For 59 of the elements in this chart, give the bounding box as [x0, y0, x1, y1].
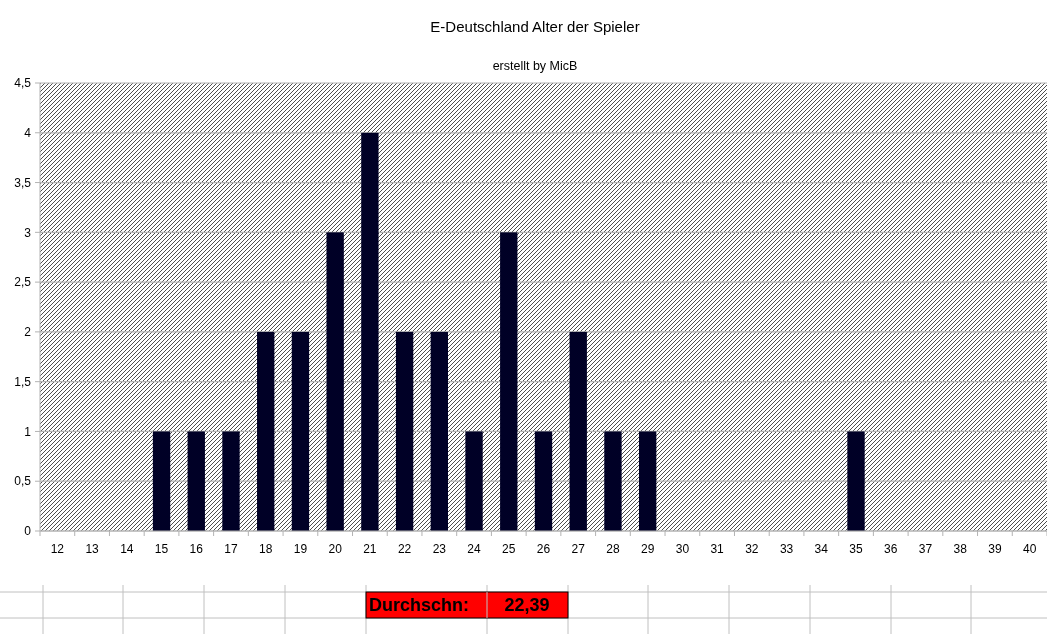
bar: [187, 431, 205, 531]
chart-subtitle: erstellt by MicB: [492, 59, 578, 73]
x-tick-label: 32: [745, 542, 759, 557]
y-tick-label: 0,5: [14, 474, 32, 489]
x-tick-label: 25: [502, 542, 516, 557]
x-tick-label: 35: [849, 542, 864, 557]
x-tick-label: 20: [328, 542, 343, 557]
x-tick-label: 30: [675, 542, 690, 557]
x-tick-label: 17: [224, 542, 238, 557]
y-tick-label: 4,5: [14, 76, 32, 91]
bar: [326, 232, 344, 531]
x-tick-label: 27: [571, 542, 586, 557]
bar: [291, 331, 310, 531]
bar: [361, 132, 379, 531]
x-tick-label: 29: [640, 542, 655, 557]
x-tick-label: 39: [988, 542, 1002, 557]
text: 22,39: [504, 595, 550, 616]
x-tick-label: 23: [432, 542, 447, 557]
y-tick-label: 3,5: [14, 175, 32, 190]
x-tick-label: 24: [467, 542, 482, 557]
bar: [500, 232, 518, 531]
text: Durchschn:: [369, 595, 470, 616]
y-tick-label: 1: [24, 424, 32, 439]
bar: [604, 431, 622, 531]
y-tick-label: 2,5: [14, 275, 32, 290]
chart-title: E-Deutschland Alter der Spieler: [430, 18, 640, 35]
bar: [222, 431, 240, 531]
bar: [847, 431, 865, 531]
x-tick-label: 22: [397, 542, 412, 557]
bar: [638, 431, 657, 531]
x-tick-label: 15: [154, 542, 169, 557]
bar: [534, 431, 553, 531]
x-tick-label: 16: [189, 542, 204, 557]
x-tick-label: 38: [953, 542, 968, 557]
x-tick-label: 13: [85, 542, 100, 557]
y-tick-label: 0: [24, 524, 32, 539]
x-tick-label: 26: [536, 542, 551, 557]
x-tick-label: 34: [814, 542, 829, 557]
x-tick-label: 19: [293, 542, 308, 557]
x-tick-label: 33: [779, 542, 794, 557]
x-tick-label: 31: [710, 542, 725, 557]
x-tick-label: 36: [884, 542, 898, 557]
bar: [569, 331, 587, 531]
x-tick-label: 28: [606, 542, 620, 557]
x-tick-label: 37: [918, 542, 933, 557]
bar: [152, 431, 171, 531]
x-tick-label: 40: [1022, 542, 1037, 557]
x-tick-label: 14: [120, 542, 134, 557]
y-tick-label: 4: [24, 125, 32, 140]
bar: [430, 331, 449, 531]
bar: [395, 331, 414, 531]
x-tick-label: 18: [259, 542, 273, 557]
bar: [257, 331, 275, 531]
y-tick-label: 1,5: [14, 374, 32, 389]
y-tick-label: 2: [24, 325, 32, 340]
y-tick-label: 3: [24, 225, 32, 240]
bar: [465, 431, 483, 531]
x-tick-label: 21: [363, 542, 377, 557]
x-tick-label: 12: [50, 542, 65, 557]
